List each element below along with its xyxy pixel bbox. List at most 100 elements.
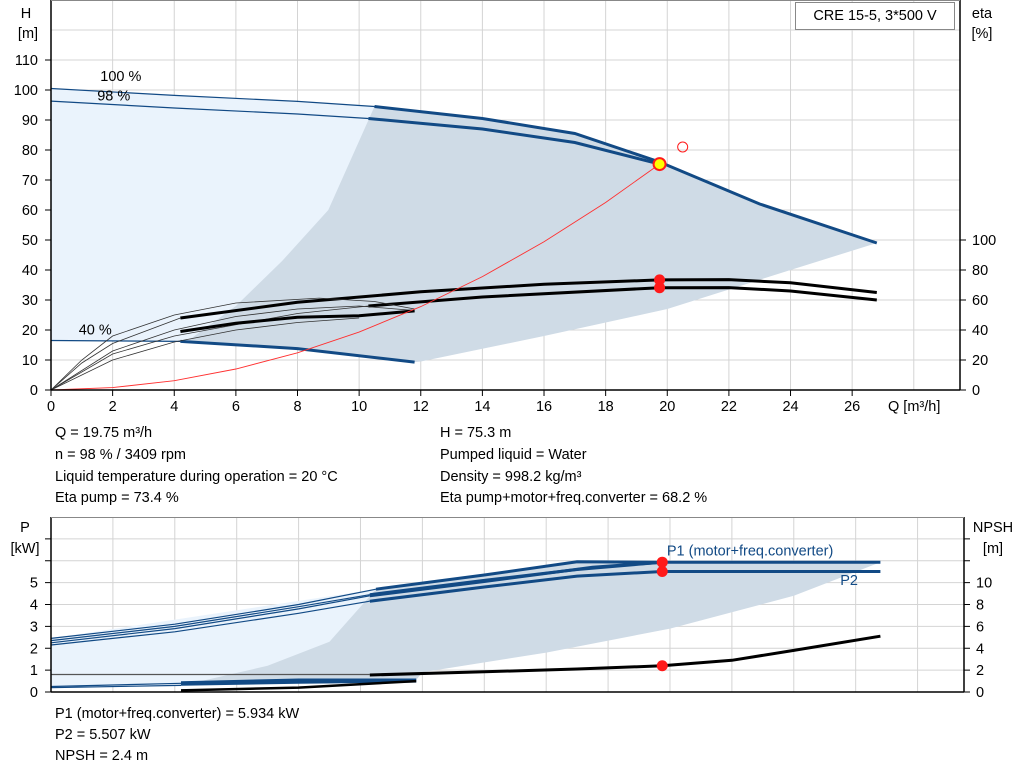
- power-curve-thin: [50, 682, 182, 688]
- y-tick-label: 80: [22, 143, 38, 159]
- x-tick-label: 24: [782, 399, 798, 415]
- y-tick-label: 0: [30, 383, 38, 399]
- head-curve-thin: [50, 87, 375, 108]
- y-tick-label: 20: [22, 323, 38, 339]
- eta-curve-thin: [50, 305, 415, 391]
- y2-tick-label: 100: [972, 233, 996, 249]
- x-tick-label: 12: [413, 399, 429, 415]
- y2-tick-label: 20: [972, 353, 988, 369]
- x-axis-label: Q [m³/h]: [888, 399, 940, 415]
- head-curve: [374, 105, 878, 245]
- head-curve: [180, 339, 415, 364]
- x-tick-label: 0: [47, 399, 55, 415]
- y-tick-label: 60: [22, 203, 38, 219]
- speed-label: 40 %: [79, 323, 112, 339]
- npsh-point: [656, 660, 668, 672]
- info-liquid: Pumped liquid = Water: [440, 447, 587, 463]
- y2-axis-label: NPSH: [973, 520, 1013, 536]
- eta-curve-thin: [50, 317, 360, 391]
- y-tick-label: 30: [22, 293, 38, 309]
- y-tick-label: 1: [30, 663, 38, 679]
- eta-curve-thin: [50, 297, 415, 391]
- info-density: Density = 998.2 kg/m³: [440, 469, 582, 485]
- x-tick-label: 10: [351, 399, 367, 415]
- eta-point: [654, 274, 666, 286]
- info-p1: P1 (motor+freq.converter) = 5.934 kW: [55, 706, 300, 722]
- y2-tick-label: 10: [976, 576, 992, 592]
- info-temperature: Liquid temperature during operation = 20…: [55, 469, 338, 485]
- y2-tick-label: 4: [976, 641, 984, 657]
- eta-curve: [180, 309, 415, 333]
- info-speed: n = 98 % / 3409 rpm: [55, 447, 186, 463]
- power-curve-thin: [50, 594, 370, 642]
- info-eta-pump: Eta pump = 73.4 %: [55, 490, 179, 506]
- y-tick-label: 3: [30, 619, 38, 635]
- head-curve: [368, 117, 660, 166]
- y2-tick-label: 0: [976, 685, 984, 701]
- power-curve: [375, 560, 881, 591]
- power-curve-thin: [50, 600, 370, 646]
- x-tick-label: 26: [844, 399, 860, 415]
- eta-curve-thin: [50, 305, 369, 391]
- y-tick-label: 5: [30, 576, 38, 592]
- y-tick-label: 110: [15, 53, 38, 69]
- info-npsh: NPSH = 2.4 m: [55, 748, 149, 764]
- y2-axis-unit: [m]: [983, 541, 1003, 557]
- x-tick-label: 22: [721, 399, 737, 415]
- y-axis-unit: [kW]: [11, 541, 40, 557]
- y2-axis-unit: [%]: [972, 26, 993, 42]
- power-curve: [369, 560, 663, 598]
- y-tick-label: 100: [14, 83, 38, 99]
- power-curve-thin: [50, 595, 370, 644]
- power-curve: [369, 570, 881, 603]
- system-curve: [50, 163, 660, 391]
- setpoint-marker: [677, 141, 689, 153]
- y2-tick-label: 60: [972, 293, 988, 309]
- y2-tick-label: 2: [976, 663, 984, 679]
- y-tick-label: 50: [22, 233, 38, 249]
- y-tick-label: 2: [30, 641, 38, 657]
- y2-tick-label: 80: [972, 263, 988, 279]
- y2-tick-label: 40: [972, 323, 988, 339]
- y2-tick-label: 0: [972, 383, 980, 399]
- y-tick-label: 90: [22, 113, 38, 129]
- power-curve-thin: [50, 588, 377, 639]
- x-tick-label: 6: [232, 399, 240, 415]
- info-flow: Q = 19.75 m³/h: [55, 425, 153, 441]
- eta-point: [654, 282, 666, 294]
- operating-area-dark: [187, 561, 881, 685]
- power-point: [656, 556, 668, 568]
- power-curve-thin: [50, 684, 182, 689]
- info-head: H = 75.3 m: [440, 425, 512, 441]
- curve-label: P1 (motor+freq.converter): [667, 543, 833, 559]
- x-tick-label: 16: [536, 399, 552, 415]
- power-curve: [180, 679, 417, 686]
- y-tick-label: 70: [22, 173, 38, 189]
- npsh-curve-low: [180, 679, 417, 692]
- power-point: [656, 566, 668, 578]
- eta-curve: [180, 278, 877, 320]
- y-tick-label: 0: [30, 685, 38, 701]
- eta-curve: [368, 286, 877, 308]
- x-tick-label: 20: [659, 399, 675, 415]
- x-tick-label: 2: [109, 399, 117, 415]
- info-p2: P2 = 5.507 kW: [55, 727, 151, 743]
- eta-curve-thin: [50, 317, 181, 391]
- x-tick-label: 18: [598, 399, 614, 415]
- y-tick-label: 10: [22, 353, 38, 369]
- x-tick-label: 4: [170, 399, 178, 415]
- head-curve-thin: [50, 339, 181, 342]
- legend-box: CRE 15-5, 3*500 V: [795, 2, 955, 30]
- y-axis-unit: [m]: [18, 26, 38, 42]
- curve-label: P2: [840, 573, 858, 589]
- y-axis-label: P: [20, 520, 30, 536]
- duty-point: [652, 157, 667, 172]
- speed-label: 98 %: [97, 89, 130, 105]
- info-eta-total: Eta pump+motor+freq.converter = 68.2 %: [440, 490, 708, 506]
- head-curve-thin: [50, 100, 369, 120]
- x-tick-label: 8: [293, 399, 301, 415]
- y-axis-label: H: [21, 6, 31, 22]
- y2-axis-label: eta: [972, 6, 993, 22]
- y2-tick-label: 6: [976, 619, 984, 635]
